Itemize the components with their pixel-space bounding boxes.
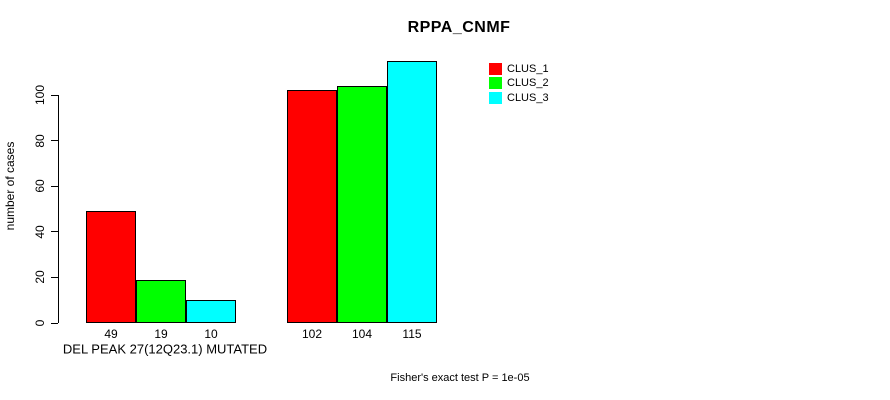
legend-label: CLUS_1 bbox=[507, 62, 549, 75]
legend-label: CLUS_2 bbox=[507, 77, 549, 89]
x-group-label: DEL PEAK 27(12Q23.1) MUTATED bbox=[62, 341, 268, 357]
y-tick bbox=[51, 231, 58, 233]
y-tick-label: 40 bbox=[33, 225, 47, 239]
legend-swatch bbox=[489, 62, 502, 75]
y-tick-label: 60 bbox=[33, 179, 47, 193]
bar bbox=[186, 300, 236, 323]
y-tick bbox=[51, 94, 58, 96]
bar-value-label: 102 bbox=[301, 327, 323, 341]
legend-row: CLUS_3 bbox=[489, 91, 549, 104]
bar-value-label: 19 bbox=[154, 327, 168, 341]
legend-swatch bbox=[489, 77, 502, 89]
y-tick-label: 80 bbox=[33, 133, 47, 148]
y-tick-label: 0 bbox=[33, 319, 47, 327]
legend-label: CLUS_3 bbox=[507, 91, 549, 104]
legend-row: CLUS_2 bbox=[489, 77, 549, 90]
bar bbox=[337, 85, 387, 323]
bar bbox=[86, 211, 136, 323]
y-tick-label: 20 bbox=[33, 270, 47, 285]
bar-value-label: 10 bbox=[204, 327, 218, 341]
bar-value-label: 49 bbox=[104, 327, 118, 341]
legend-row: CLUS_1 bbox=[489, 62, 549, 75]
chart-title: RPPA_CNMF bbox=[407, 19, 511, 36]
footnote: Fisher's exact test P = 1e-05 bbox=[390, 372, 530, 384]
bar bbox=[287, 90, 337, 323]
y-tick bbox=[51, 322, 58, 324]
legend: CLUS_1 CLUS_2 CLUS_3 bbox=[489, 62, 549, 106]
y-tick bbox=[51, 276, 58, 278]
bar-value-label: 115 bbox=[402, 327, 422, 341]
bar bbox=[136, 279, 186, 323]
legend-swatch bbox=[489, 91, 502, 104]
y-tick bbox=[51, 140, 58, 142]
y-tick-label: 100 bbox=[33, 84, 47, 106]
y-axis-line bbox=[58, 95, 59, 323]
y-tick bbox=[51, 185, 58, 187]
bar-value-label: 104 bbox=[351, 327, 373, 341]
bar bbox=[387, 60, 437, 323]
